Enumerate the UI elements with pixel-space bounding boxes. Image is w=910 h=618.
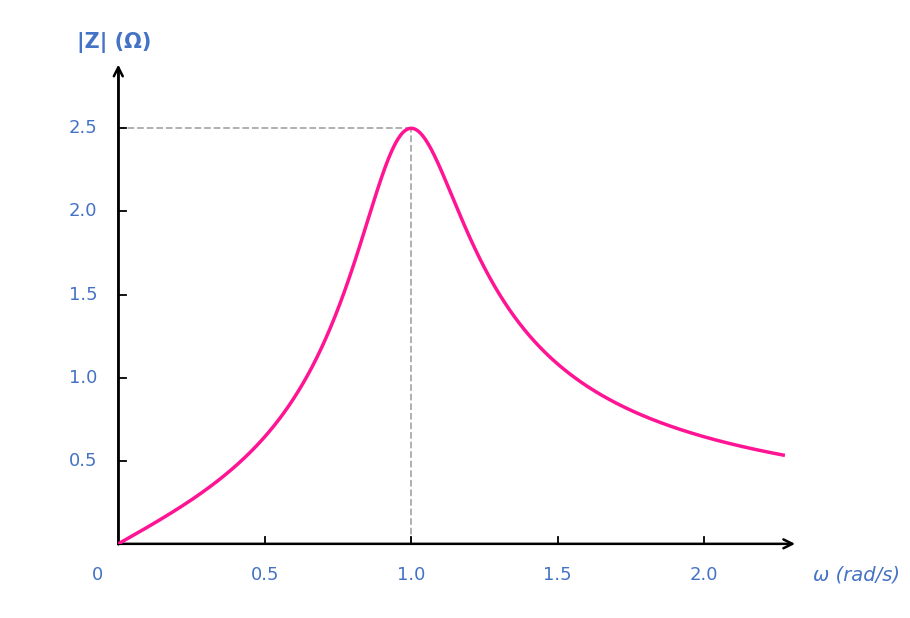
Text: 0.5: 0.5 — [69, 452, 97, 470]
Text: 2.0: 2.0 — [690, 567, 718, 585]
Text: 2.0: 2.0 — [69, 203, 97, 221]
Text: 1.5: 1.5 — [69, 286, 97, 303]
Text: 2.5: 2.5 — [69, 119, 97, 137]
Text: 1.0: 1.0 — [397, 567, 425, 585]
Text: 0: 0 — [92, 567, 104, 585]
Text: 1.5: 1.5 — [543, 567, 572, 585]
Text: 0.5: 0.5 — [250, 567, 279, 585]
Text: ω (rad/s): ω (rad/s) — [813, 566, 899, 585]
Text: 1.0: 1.0 — [69, 368, 97, 387]
Text: |Z| (Ω): |Z| (Ω) — [77, 33, 152, 54]
